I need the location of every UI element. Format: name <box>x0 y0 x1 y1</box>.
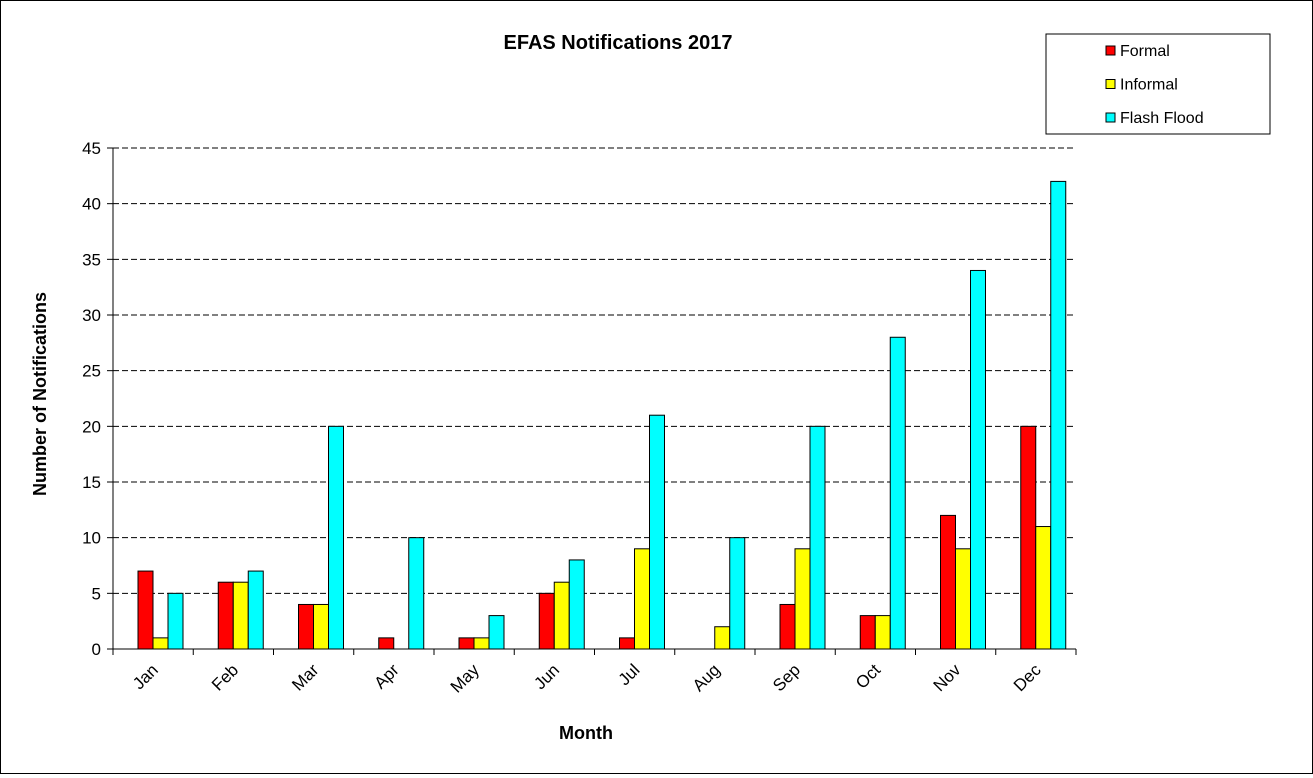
bar-flash-flood <box>167 592 184 650</box>
bar-flash-flood <box>408 537 425 650</box>
x-tick-label: May <box>447 660 483 696</box>
legend-swatch <box>1105 112 1116 123</box>
bar-informal <box>794 548 811 650</box>
x-tick-label: Sep <box>769 660 804 695</box>
bar-informal <box>232 581 249 650</box>
x-tick-label: Jun <box>530 660 563 693</box>
legend-swatch <box>1105 79 1116 89</box>
bar-flash-flood <box>488 615 505 650</box>
chart-title: EFAS Notifications 2017 <box>504 32 733 54</box>
y-axis-label: Number of Notifications <box>30 292 50 496</box>
x-tick-label: Feb <box>208 660 242 694</box>
y-tick-label: 20 <box>82 417 101 436</box>
legend-swatch <box>1105 45 1116 56</box>
y-tick-label: 30 <box>82 306 101 325</box>
bar-formal <box>619 637 635 650</box>
x-tick-label: Nov <box>930 660 965 695</box>
bar-formal <box>217 581 234 650</box>
bar-flash-flood <box>889 336 906 650</box>
x-axis-label: Month <box>559 723 613 743</box>
y-tick-label: 10 <box>82 529 101 548</box>
bar-informal <box>152 637 169 650</box>
bar-informal <box>473 637 490 650</box>
bar-formal <box>859 615 876 650</box>
x-tick-label: Jul <box>615 660 644 689</box>
bar-flash-flood <box>1050 180 1067 650</box>
bar-formal <box>1020 425 1037 650</box>
bar-flash-flood <box>247 570 264 650</box>
bar-informal <box>874 615 891 650</box>
bar-flash-flood <box>568 559 585 650</box>
legend-label: Flash Flood <box>1120 110 1204 127</box>
bar-flash-flood <box>970 269 986 650</box>
y-tick-label: 45 <box>82 139 101 158</box>
x-tick-label: Dec <box>1010 660 1045 695</box>
bar-formal <box>779 603 796 650</box>
x-tick-label: Aug <box>689 660 724 695</box>
y-tick-label: 5 <box>92 584 101 603</box>
y-tick-label: 0 <box>92 640 101 659</box>
x-tick-label: Oct <box>852 660 884 692</box>
y-tick-label: 35 <box>82 250 101 269</box>
y-tick-label: 15 <box>82 473 101 492</box>
bar-formal <box>137 570 154 650</box>
x-tick-label: Jan <box>129 660 162 693</box>
bar-flash-flood <box>649 414 665 650</box>
bar-formal <box>458 637 475 650</box>
legend: Formal Informal Flash Flood <box>1045 33 1271 135</box>
bar-flash-flood <box>729 537 746 650</box>
bar-formal <box>378 637 395 650</box>
bar-informal <box>634 548 650 650</box>
bar-informal <box>955 548 971 650</box>
x-tick-label: Mar <box>288 660 322 694</box>
y-tick-label: 40 <box>82 195 101 214</box>
bar-flash-flood <box>809 425 826 650</box>
bar-formal <box>940 514 956 650</box>
bar-formal <box>298 603 314 650</box>
bar-informal <box>553 581 570 650</box>
bar-formal <box>538 592 555 650</box>
bar-informal <box>714 626 731 650</box>
bar-informal <box>313 603 329 650</box>
x-tick-label: Apr <box>371 660 403 692</box>
legend-label: Formal <box>1120 43 1170 60</box>
bar-informal <box>1035 526 1052 650</box>
legend-label: Informal <box>1120 77 1178 94</box>
legend-box <box>1045 33 1271 135</box>
y-tick-label: 25 <box>82 362 101 381</box>
bar-flash-flood <box>328 425 344 650</box>
